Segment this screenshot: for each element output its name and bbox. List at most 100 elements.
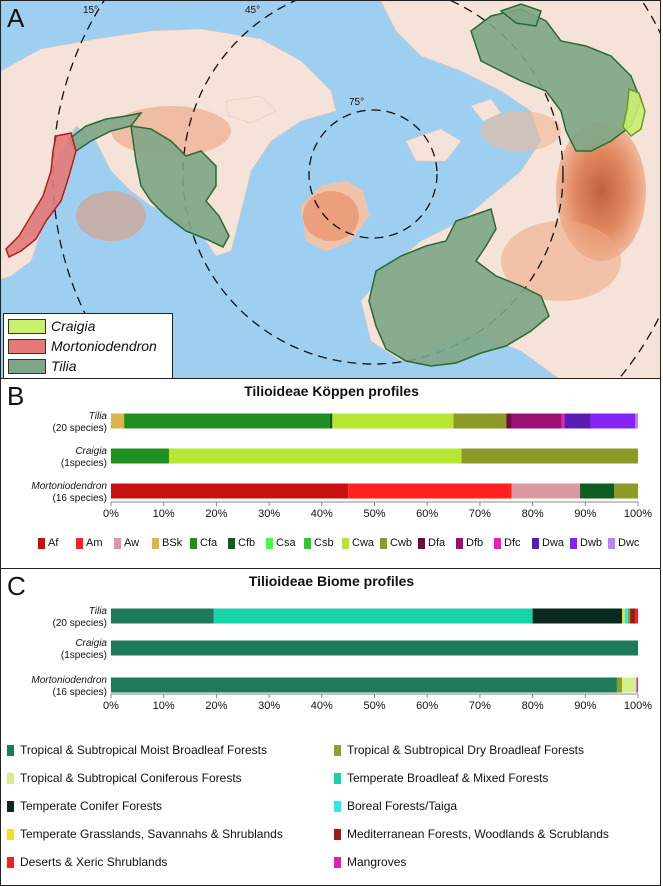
legend-label-mediterranean-forests-woodlands-scrublands: Mediterranean Forests, Woodlands & Scrub… bbox=[347, 827, 609, 841]
legend-item-am: Am bbox=[76, 537, 103, 549]
bar-segment-tilia-bsk bbox=[111, 413, 125, 429]
legend-item-dwb: Dwb bbox=[570, 537, 602, 549]
x-tick-label-80: 80% bbox=[522, 508, 544, 520]
legend-item-dfc: Dfc bbox=[494, 537, 521, 549]
bar-segment-mortoniodendron-mangroves bbox=[636, 677, 638, 693]
x-tick-label-80: 80% bbox=[522, 700, 544, 712]
legend-swatch-dfa bbox=[418, 537, 425, 549]
bar-segment-tilia-temperate-broadleaf-mixed-forests bbox=[213, 608, 533, 624]
legend-item-temperate-grasslands-savannahs-shrublands: Temperate Grasslands, Savannahs & Shrubl… bbox=[7, 827, 283, 841]
bar-segment-mortoniodendron-am bbox=[348, 483, 512, 499]
x-tick-label-10: 10% bbox=[153, 508, 175, 520]
tilia-range-japan bbox=[499, 3, 542, 27]
koppen-stacked-bar-chart: Tilia(20 species) Craigia(1species) Morton… bbox=[31, 411, 652, 520]
legend-swatch-cfb bbox=[228, 537, 235, 549]
latitude-label-15: 15° bbox=[83, 5, 99, 16]
x-tick-label-60: 60% bbox=[416, 508, 438, 520]
tilia-range-europe bbox=[368, 208, 550, 367]
mortoniodendron-range bbox=[5, 132, 77, 259]
legend-swatch-csb bbox=[304, 537, 311, 549]
legend-swatch-temperate-conifer-forests bbox=[7, 800, 14, 812]
legend-item-mediterranean-forests-woodlands-scrublands: Mediterranean Forests, Woodlands & Scrub… bbox=[334, 827, 609, 841]
legend-item-mangroves: Mangroves bbox=[334, 855, 406, 869]
legend-label-csa: Csa bbox=[276, 537, 296, 549]
legend-swatch-aw bbox=[114, 537, 121, 549]
craigia-range bbox=[622, 87, 646, 137]
bar-segment-tilia-cfa bbox=[124, 413, 330, 429]
legend-item-deserts-xeric-shrublands: Deserts & Xeric Shrublands bbox=[7, 855, 167, 869]
bar-segment-tilia-cwa bbox=[332, 413, 454, 429]
bar-segment-mortoniodendron-cwb bbox=[614, 483, 638, 499]
legend-swatch-tilia bbox=[8, 358, 46, 374]
x-tick-label-70: 70% bbox=[469, 508, 491, 520]
legend-label-dwb: Dwb bbox=[580, 537, 603, 549]
x-tick-label-20: 20% bbox=[205, 508, 227, 520]
legend-label-deserts-xeric-shrublands: Deserts & Xeric Shrublands bbox=[20, 855, 168, 869]
legend-swatch-bsk bbox=[152, 537, 159, 549]
legend-item-cfb: Cfb bbox=[228, 537, 255, 549]
legend-swatch-tropical-subtropical-moist-broadleaf-forests bbox=[7, 744, 14, 756]
bar-segment-craigia-cfa bbox=[111, 448, 169, 464]
legend-label-tropical-subtropical-moist-broadleaf-forests: Tropical & Subtropical Moist Broadleaf F… bbox=[20, 743, 267, 757]
polar-map bbox=[1, 1, 660, 378]
legend-item-csb: Csb bbox=[304, 537, 334, 549]
legend-label-boreal-forests-taiga: Boreal Forests/Taiga bbox=[347, 799, 458, 813]
legend-label-dfc: Dfc bbox=[504, 537, 521, 549]
tilia-range-north-america bbox=[130, 125, 230, 248]
x-tick-label-70: 70% bbox=[469, 700, 491, 712]
x-tick-label-60: 60% bbox=[416, 700, 438, 712]
bar-segment-craigia-tropical-subtropical-moist-broadleaf-forests bbox=[111, 640, 638, 656]
category-label-mortoniodendron: Mortoniodendron bbox=[31, 481, 107, 492]
bar-segment-mortoniodendron-af bbox=[111, 483, 349, 499]
x-tick-label-50: 50% bbox=[363, 508, 385, 520]
legend-swatch-csa bbox=[266, 537, 273, 549]
bar-segment-tilia-temperate-conifer-forests bbox=[532, 608, 623, 624]
legend-swatch-temperate-broadleaf-mixed-forests bbox=[334, 772, 341, 784]
legend-swatch-tropical-subtropical-coniferous-forests bbox=[7, 772, 14, 784]
legend-swatch-cwa bbox=[342, 537, 349, 549]
legend-label-dwc: Dwc bbox=[618, 537, 640, 549]
x-tick-label-40: 40% bbox=[311, 508, 333, 520]
legend-label-temperate-grasslands-savannahs-shrublands: Temperate Grasslands, Savannahs & Shrubl… bbox=[20, 827, 283, 841]
x-tick-label-100: 100% bbox=[624, 508, 652, 520]
legend-item-boreal-forests-taiga: Boreal Forests/Taiga bbox=[334, 799, 457, 813]
bar-segment-tilia-deserts-xeric-shrublands bbox=[635, 608, 638, 624]
bar-segment-mortoniodendron-aw bbox=[511, 483, 581, 499]
legend-label-dfa: Dfa bbox=[428, 537, 446, 549]
bar-segment-tilia-boreal-forests-taiga bbox=[624, 608, 628, 624]
legend-swatch-am bbox=[76, 537, 83, 549]
latitude-label-75: 75° bbox=[349, 97, 365, 108]
bar-segment-tilia-dwa bbox=[564, 413, 591, 429]
legend-swatch-cfa bbox=[190, 537, 197, 549]
bar-segment-tilia-tropical-subtropical-dry-broadleaf-forests bbox=[627, 608, 631, 624]
legend-label-tropical-subtropical-coniferous-forests: Tropical & Subtropical Coniferous Forest… bbox=[20, 771, 242, 785]
bar-segment-mortoniodendron-tropical-subtropical-dry-broadleaf-forests bbox=[616, 677, 623, 693]
bar-segment-tilia-mediterranean-forests-woodlands-scrublands bbox=[630, 608, 636, 624]
bar-segment-mortoniodendron-tropical-subtropical-coniferous-forests bbox=[622, 677, 637, 693]
category-note-mortoniodendron: (16 species) bbox=[53, 493, 107, 504]
biome-stacked-bar-chart: Tilia(20 species) Craigia(1species) Morton… bbox=[31, 606, 652, 712]
land-arctic-island bbox=[405, 128, 462, 162]
legend-swatch-dfb bbox=[456, 537, 463, 549]
tilia-range-mexico bbox=[68, 111, 143, 153]
legend-swatch-dwc bbox=[608, 537, 615, 549]
legend-item-tilia: Tilia bbox=[8, 357, 77, 375]
legend-item-csa: Csa bbox=[266, 537, 296, 549]
legend-swatch-temperate-grasslands-savannahs-shrublands bbox=[7, 828, 14, 840]
category-note-craigia: (1species) bbox=[61, 650, 107, 661]
x-tick-label-30: 30% bbox=[258, 700, 280, 712]
bar-segment-tilia-cwb bbox=[453, 413, 507, 429]
category-note-tilia: (20 species) bbox=[53, 423, 107, 434]
bar-segment-tilia-dwb bbox=[590, 413, 636, 429]
legend-item-mortoniodendron: Mortoniodendron bbox=[8, 337, 157, 355]
legend-item-dfb: Dfb bbox=[456, 537, 483, 549]
legend-swatch-cwb bbox=[380, 537, 387, 549]
category-note-mortoniodendron: (16 species) bbox=[53, 687, 107, 698]
legend-label-mortoniodendron: Mortoniodendron bbox=[51, 338, 157, 354]
legend-item-dwa: Dwa bbox=[532, 537, 564, 549]
category-label-mortoniodendron: Mortoniodendron bbox=[31, 675, 107, 686]
biome-chart-panel: C Tilioideae Biome profiles Tilia (20 spe… bbox=[0, 568, 661, 886]
bar-segment-tilia-tropical-subtropical-moist-broadleaf-forests bbox=[111, 608, 214, 624]
bar-segment-tilia-dfb bbox=[511, 413, 562, 429]
legend-swatch-dfc bbox=[494, 537, 501, 549]
